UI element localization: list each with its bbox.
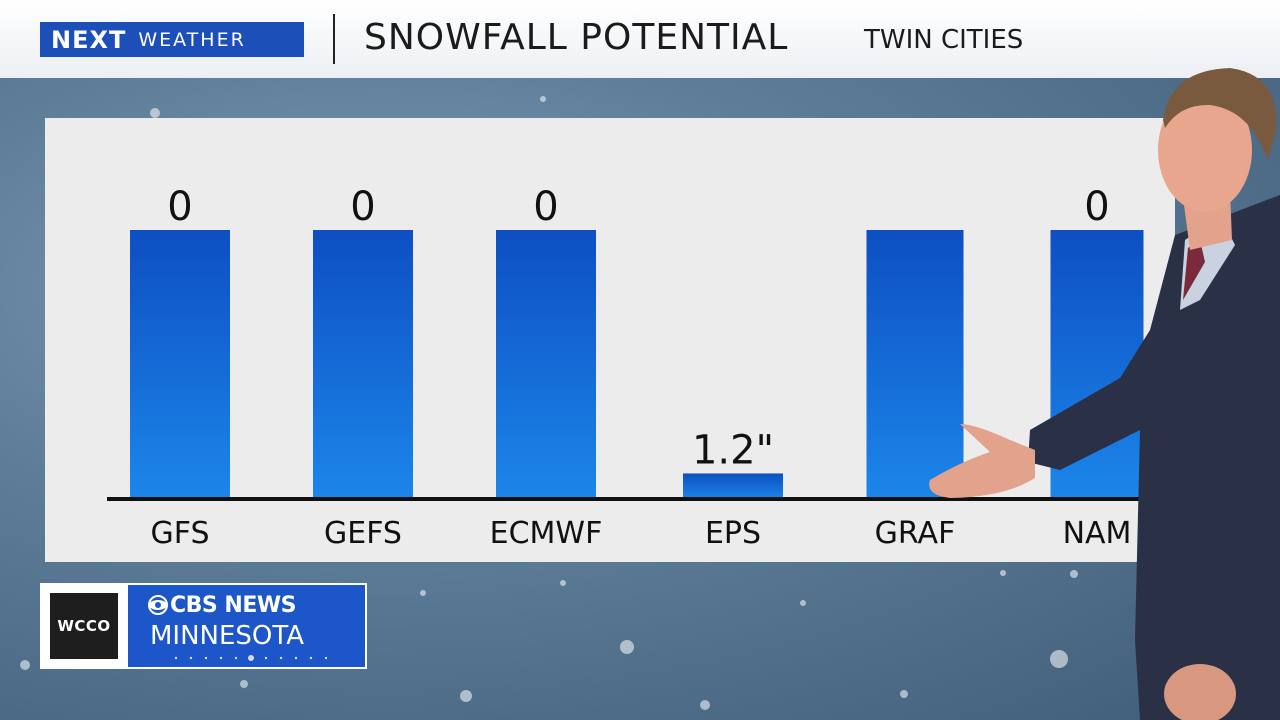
bar-gefs (313, 230, 413, 499)
category-label-gefs: GEFS (324, 516, 402, 551)
cbs-eye-icon (148, 595, 168, 615)
logo-dot (309, 656, 313, 660)
logo-dot (219, 656, 223, 660)
logo-dot (189, 656, 193, 660)
snowflake (560, 580, 566, 586)
wcco-badge: WCCO (42, 585, 128, 667)
logo-dot (204, 656, 208, 660)
category-label-graf: GRAF (875, 516, 956, 551)
snowflake (540, 96, 546, 102)
snowflake (1070, 570, 1078, 578)
logo-dot (248, 655, 254, 661)
snowflake (800, 600, 806, 606)
snowflake (1050, 650, 1068, 668)
brand-weather-text: WEATHER (138, 28, 246, 51)
logo-dot (279, 656, 283, 660)
wcco-text: WCCO (50, 593, 118, 659)
bar-graf (866, 230, 964, 499)
category-label-ecmwf: ECMWF (490, 516, 603, 551)
snowflake (150, 108, 160, 118)
bar-eps (683, 473, 783, 499)
header-divider (333, 14, 335, 64)
cbs-news-text: CBS NEWS (170, 593, 296, 618)
page-title: SNOWFALL POTENTIAL (364, 17, 789, 58)
snowfall-bar-chart: 0 GFS 0 GEFS 0 ECMWF 1.2" EPS GRAF 0 NAM (107, 184, 1175, 551)
chart-panel: 0 GFS 0 GEFS 0 ECMWF 1.2" EPS GRAF 0 NAM (45, 118, 1175, 562)
header-bar: NEXT WEATHER SNOWFALL POTENTIAL TWIN CIT… (0, 0, 1280, 78)
snowflake (900, 690, 908, 698)
logo-dot (234, 656, 238, 660)
value-label-gefs: 0 (350, 184, 375, 230)
logo-dot (264, 656, 268, 660)
bar-ecmwf (496, 230, 596, 499)
snowflake (20, 660, 30, 670)
next-weather-logo: NEXT WEATHER (40, 22, 304, 57)
category-label-nam: NAM (1063, 516, 1132, 551)
snowflake (620, 640, 634, 654)
logo-dot-row (174, 655, 328, 661)
bar-nam (1050, 230, 1144, 499)
logo-dot (174, 656, 178, 660)
value-label-eps: 1.2" (692, 427, 774, 473)
location-subtitle: TWIN CITIES (864, 25, 1024, 55)
snowflake (460, 690, 472, 702)
value-label-nam: 0 (1084, 184, 1109, 230)
snowflake (700, 700, 710, 710)
snowflake (420, 590, 426, 596)
snowflake (1000, 570, 1006, 576)
logo-dot (324, 656, 328, 660)
cbs-news-minnesota-logo: WCCO CBS NEWS MINNESOTA (40, 583, 367, 669)
value-label-gfs: 0 (167, 184, 192, 230)
minnesota-text: MINNESOTA (150, 621, 305, 651)
category-label-eps: EPS (705, 516, 761, 551)
snowflake (240, 680, 248, 688)
logo-dot (294, 656, 298, 660)
category-label-gfs: GFS (150, 516, 209, 551)
bar-gfs (130, 230, 230, 499)
brand-next-text: NEXT (51, 25, 127, 54)
value-label-ecmwf: 0 (533, 184, 558, 230)
